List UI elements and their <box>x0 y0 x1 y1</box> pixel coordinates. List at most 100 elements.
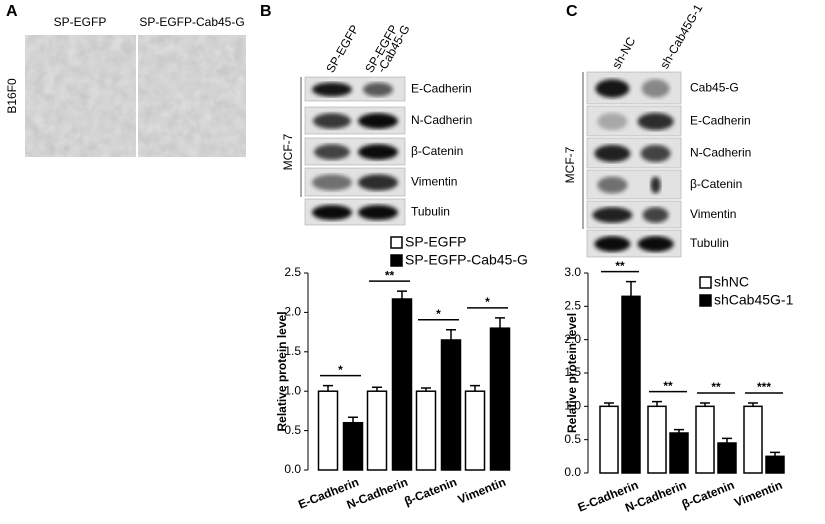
blot-band <box>641 79 670 98</box>
row-label: β-Catenin <box>690 177 742 191</box>
y-tick-label: 0.0 <box>284 462 301 476</box>
error-bar <box>421 387 431 392</box>
significance-label: ** <box>385 268 395 282</box>
error-bar <box>372 386 382 392</box>
y-tick-label: 0.0 <box>564 465 581 479</box>
error-bar <box>652 400 662 407</box>
x-tick-label: β-Catenin <box>680 478 737 512</box>
bar <box>464 390 486 471</box>
x-tick-label: β-Catenin <box>402 475 459 509</box>
legend-swatch <box>699 276 712 289</box>
bar <box>765 455 785 474</box>
blot-band <box>363 82 393 97</box>
blot-band <box>313 113 351 129</box>
lane-label: sh-NC <box>609 34 638 71</box>
row-label: Vimentin <box>411 175 457 189</box>
error-bar <box>700 402 710 407</box>
error-bar <box>604 402 614 407</box>
error-bar <box>323 384 333 392</box>
y-tick-label: 2.5 <box>564 299 581 313</box>
error-bar <box>495 317 505 329</box>
y-tick-label: 1.0 <box>564 399 581 413</box>
row-label: Vimentin <box>690 207 736 221</box>
significance-label: ** <box>663 379 673 393</box>
y-tick-label: 2.5 <box>284 265 301 279</box>
bar <box>717 442 737 474</box>
micrograph-texture <box>138 35 246 157</box>
row-label: Tubulin <box>690 236 729 250</box>
x-tick-label: Vimentin <box>456 475 508 507</box>
error-bar <box>626 280 636 297</box>
legend-label: SP-EGFP-Cab45-G <box>405 252 528 268</box>
blot-band <box>637 112 674 131</box>
error-bar <box>348 416 358 423</box>
y-axis-title: Relative protein level <box>275 311 289 431</box>
bar <box>366 390 388 471</box>
error-bar <box>770 451 780 457</box>
row-label: Cab45-G <box>690 81 739 95</box>
bar <box>695 405 715 474</box>
significance-label: * <box>485 295 490 309</box>
blot-band <box>594 144 631 163</box>
legend-swatch <box>699 294 712 307</box>
bar <box>415 390 437 471</box>
bar <box>317 390 339 471</box>
panel-label: C <box>566 3 578 20</box>
lane-label: sh-Cab45G-1 <box>657 1 705 71</box>
significance-label: ** <box>615 259 625 273</box>
blot-band <box>358 174 398 191</box>
panel-label: B <box>260 3 272 20</box>
error-bar <box>722 437 732 443</box>
x-tick-label: Vimentin <box>732 478 784 510</box>
row-label: N-Cadherin <box>411 113 472 127</box>
row-label: β-Catenin <box>411 144 463 158</box>
blot-band <box>640 144 671 163</box>
blot-band <box>312 174 352 191</box>
y-tick-label: 2.0 <box>564 332 581 346</box>
blot-band <box>650 176 661 194</box>
row-label: B16F0 <box>5 78 19 114</box>
blot-band <box>312 204 352 221</box>
lane-label: SP-EGFP <box>323 22 361 75</box>
bar <box>489 327 511 471</box>
bar <box>669 432 689 474</box>
blot-band <box>637 236 674 252</box>
bar <box>743 405 763 474</box>
legend-label: shNC <box>714 274 749 290</box>
y-tick-label: 1.5 <box>564 365 581 379</box>
bar <box>621 295 641 474</box>
blot-band <box>597 112 628 131</box>
y-tick-label: 1.5 <box>284 344 301 358</box>
error-bar <box>674 428 684 433</box>
error-bar <box>748 402 758 407</box>
blot-band <box>642 207 669 223</box>
column-label: SP-EGFP <box>54 15 107 29</box>
bar <box>342 421 364 471</box>
blot-band <box>594 236 631 252</box>
bar <box>647 405 667 474</box>
legend-swatch <box>390 236 403 249</box>
column-label: SP-EGFP-Cab45-G <box>139 15 244 29</box>
error-bar <box>446 328 456 340</box>
significance-label: * <box>436 307 441 321</box>
y-tick-label: 0.5 <box>284 423 301 437</box>
cell-line-label: MCF-7 <box>281 133 295 170</box>
y-tick-label: 2.0 <box>284 305 301 319</box>
bar <box>391 298 413 471</box>
blot-band <box>358 144 398 160</box>
bar <box>599 405 619 474</box>
blot-band <box>358 204 398 221</box>
row-label: Tubulin <box>411 205 450 219</box>
significance-label: * <box>338 363 343 377</box>
bar <box>440 339 462 471</box>
blot-band <box>314 144 350 160</box>
legend-label: shCab45G-1 <box>714 292 794 308</box>
row-label: E-Cadherin <box>411 82 472 96</box>
y-tick-label: 0.5 <box>564 432 581 446</box>
row-label: N-Cadherin <box>690 146 751 160</box>
y-axis-title: Relative protein level <box>565 313 579 433</box>
error-bar <box>397 290 407 300</box>
cell-line-label: MCF-7 <box>563 146 577 183</box>
micrograph-texture <box>25 35 136 157</box>
